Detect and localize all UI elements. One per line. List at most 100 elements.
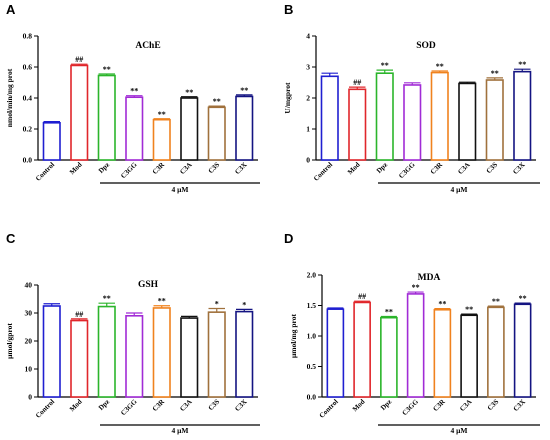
x-tick-label: C3X — [512, 398, 527, 413]
y-tick-label: 20 — [25, 337, 33, 346]
significance-label: ** — [412, 283, 420, 292]
bar-dpz — [97, 74, 116, 161]
x-tick-label: C3S — [485, 161, 500, 176]
y-tick-label: 3 — [306, 63, 310, 72]
y-tick-label: 0 — [306, 156, 310, 165]
significance-label: ** — [103, 65, 111, 74]
x-tick-label: C3A — [458, 398, 473, 413]
bar-control — [42, 122, 61, 161]
bar-c3s — [485, 79, 504, 161]
x-tick-label: C3S — [486, 398, 501, 413]
x-tick-label: C3GG — [397, 160, 417, 180]
y-tick-label: 40 — [25, 281, 33, 290]
bar-mod — [353, 301, 371, 398]
y-tick-label: 0.0 — [307, 393, 317, 402]
bar-c3gg — [403, 84, 422, 161]
significance-label: ** — [465, 305, 473, 314]
x-tick-label: C3GG — [119, 397, 139, 417]
panel-letter: A — [6, 2, 16, 17]
group-label: 4 μM — [451, 185, 468, 194]
x-tick-label: C3R — [151, 397, 167, 413]
significance-label: ** — [158, 297, 166, 306]
significance-label: ## — [353, 78, 361, 87]
bar-mod — [70, 64, 89, 161]
bar-c3x — [513, 70, 532, 161]
y-tick-label: 1 — [306, 125, 310, 134]
significance-label: ** — [436, 62, 444, 71]
y-tick-label: 0.4 — [23, 94, 33, 103]
chart-panel-d: D MDA μmol/mg prot 0.0 0.5 1.0 1.5 2.0 Control ##… — [284, 231, 540, 435]
chart-title: SOD — [416, 41, 436, 51]
bar-c3r — [152, 118, 171, 161]
x-tick-label: C3X — [233, 398, 248, 413]
y-tick-label: 2.0 — [307, 271, 317, 280]
bar-c3a — [458, 82, 477, 161]
significance-label: ** — [491, 69, 499, 78]
significance-label: ** — [213, 97, 221, 106]
significance-label: * — [242, 300, 246, 309]
x-tick-label: C3A — [178, 161, 193, 176]
x-tick-label: Mod — [351, 398, 367, 414]
bar-control — [42, 305, 61, 398]
x-tick-label: C3R — [151, 160, 167, 176]
x-tick-label: Dpz — [97, 161, 111, 175]
x-tick-label: C3S — [207, 398, 222, 413]
bar-c3x — [235, 310, 254, 398]
group-label: 4 μM — [172, 185, 189, 194]
y-tick-label: 4 — [306, 32, 310, 41]
bar-c3a — [180, 317, 199, 398]
bar-c3s — [487, 306, 505, 398]
x-tick-label: Dpz — [375, 161, 389, 175]
chart-title: AChE — [135, 41, 160, 51]
bar-c3a — [460, 314, 478, 398]
bar-mod — [348, 88, 367, 161]
bar-c3x — [513, 303, 532, 398]
x-tick-label: C3A — [178, 398, 193, 413]
y-tick-label: 10 — [25, 365, 33, 374]
x-tick-label: Dpz — [379, 398, 393, 412]
x-tick-label: C3A — [456, 161, 471, 176]
significance-label: ## — [358, 292, 366, 301]
bar-c3gg — [406, 293, 425, 398]
bar-control — [326, 308, 345, 398]
x-tick-label: Mod — [68, 161, 84, 177]
bar-dpz — [97, 305, 116, 398]
significance-label: ** — [518, 60, 526, 69]
significance-label: ** — [240, 86, 248, 95]
y-tick-label: 1.0 — [307, 332, 317, 341]
significance-label: ## — [75, 55, 83, 64]
x-tick-label: C3R — [429, 160, 445, 176]
x-tick-label: C3S — [207, 161, 222, 176]
chart-panel-b: B SOD U/mgprot 0 1 2 3 4 Control ## Mod ** Dpz C3GG **… — [283, 2, 540, 194]
bar-c3gg — [125, 96, 144, 161]
significance-label: ** — [103, 294, 111, 303]
y-axis-label: μmol/mg prot — [289, 314, 298, 358]
chart-panel-a: A AChE nmol/min/mg prot 0.0 0.2 0.4 0.6 0.8 Cont… — [5, 2, 260, 194]
bar-c3r — [152, 307, 171, 398]
y-axis-label: U/mgprot — [283, 82, 292, 114]
x-tick-label: Mod — [68, 398, 84, 414]
y-tick-label: 30 — [25, 309, 33, 318]
significance-label: ## — [75, 310, 83, 319]
group-label: 4 μM — [451, 426, 468, 435]
x-tick-label: Dpz — [97, 398, 111, 412]
bar-dpz — [380, 316, 398, 398]
panel-letter: D — [284, 231, 293, 246]
x-tick-label: C3R — [431, 397, 447, 413]
significance-label: ** — [385, 307, 393, 316]
x-tick-label: C3X — [233, 161, 248, 176]
y-tick-label: 0.5 — [307, 362, 317, 371]
y-axis-label: nmol/min/mg prot — [5, 68, 14, 127]
bar-control — [320, 75, 339, 161]
x-tick-label: Control — [312, 161, 334, 183]
x-tick-label: C3X — [511, 161, 526, 176]
y-axis-label: μmol/gprot — [5, 323, 14, 359]
chart-title: MDA — [418, 273, 441, 283]
significance-label: ** — [381, 61, 389, 70]
x-tick-label: Control — [34, 161, 56, 183]
bar-c3r — [433, 308, 452, 398]
significance-label: ** — [519, 294, 527, 303]
bar-c3s — [207, 311, 226, 398]
significance-label: ** — [185, 88, 193, 97]
